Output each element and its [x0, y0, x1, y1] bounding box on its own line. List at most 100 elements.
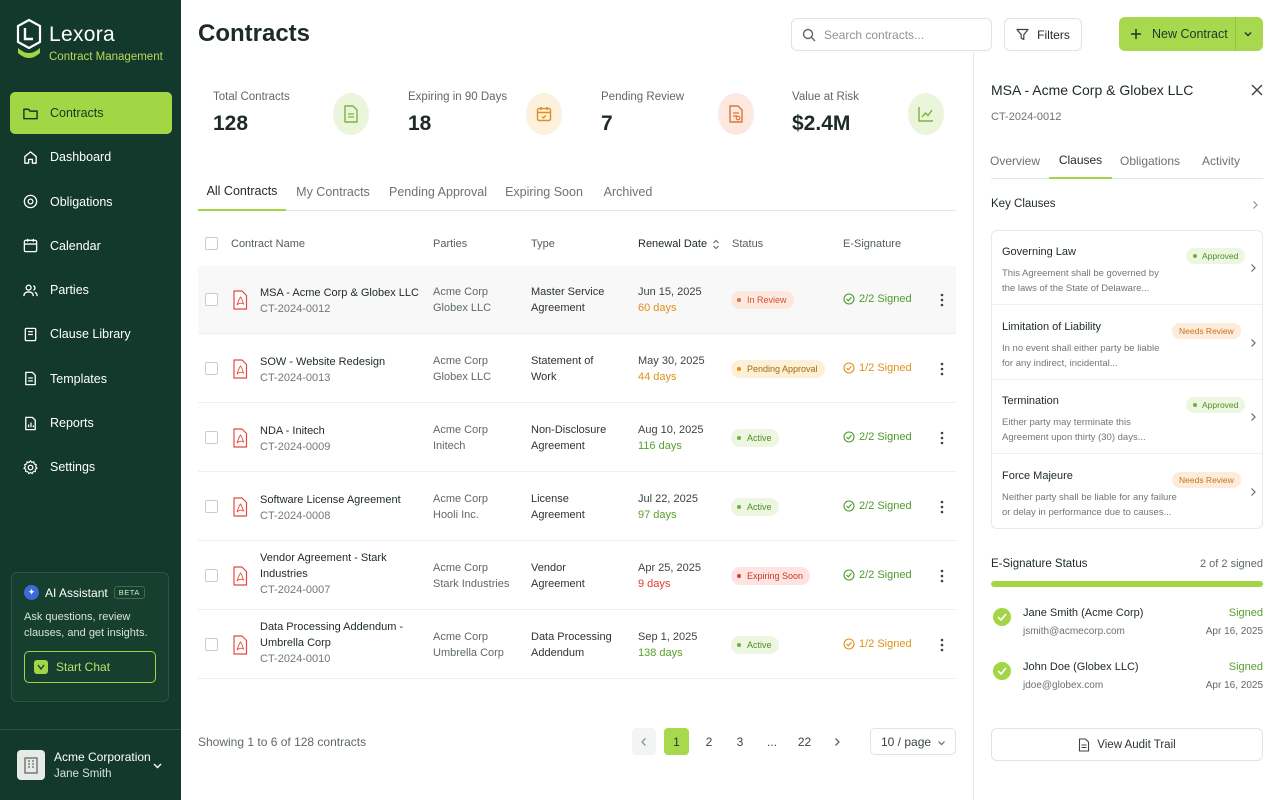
row-checkbox[interactable] — [205, 500, 218, 513]
plus-icon — [1131, 29, 1141, 39]
contract-name-cell[interactable]: Software License Agreement CT-2024-0008 — [260, 492, 401, 524]
status-label: Active — [747, 433, 772, 443]
more-options-icon[interactable] — [940, 500, 944, 514]
target-icon — [23, 194, 38, 209]
row-checkbox[interactable] — [205, 569, 218, 582]
per-page-select[interactable]: 10 / page — [870, 728, 956, 755]
clause-excerpt-line: In no event shall either party be liable — [1002, 342, 1160, 354]
more-options-icon[interactable] — [940, 293, 944, 307]
contract-name-cell[interactable]: Vendor Agreement - Stark Industries CT-2… — [260, 550, 387, 598]
sidebar-item-contracts[interactable]: Contracts — [10, 92, 172, 134]
tab-archived[interactable]: Archived — [603, 185, 653, 199]
check-circle-icon — [843, 362, 855, 374]
column-header[interactable]: E-Signature — [843, 238, 902, 250]
sidebar-item-clause-library[interactable]: Clause Library — [10, 313, 172, 355]
clause-excerpt: In no event shall either party be liable… — [1002, 341, 1182, 371]
more-options-icon[interactable] — [940, 362, 944, 376]
next-page-button[interactable] — [825, 728, 849, 755]
clause-item[interactable]: Limitation of Liability In no event shal… — [992, 306, 1262, 380]
column-header[interactable]: Contract Name — [231, 238, 305, 250]
clause-item[interactable]: Termination Either party may terminate t… — [992, 380, 1262, 454]
tab-activity[interactable]: Activity — [1201, 153, 1240, 168]
filters-button[interactable]: Filters — [1004, 18, 1082, 51]
prev-page-button[interactable] — [632, 728, 656, 755]
contract-name-line2: Umbrella Corp — [260, 637, 331, 649]
contract-name-cell[interactable]: SOW - Website Redesign CT-2024-0013 — [260, 354, 385, 386]
type-line: Master Service — [531, 286, 605, 298]
row-checkbox[interactable] — [205, 362, 218, 375]
renewal-date: Aug 10, 2025 — [638, 424, 704, 436]
search-input[interactable] — [824, 27, 974, 42]
key-clauses-header[interactable]: Key Clauses — [991, 198, 1263, 210]
sidebar-item-parties[interactable]: Parties — [10, 269, 172, 311]
table-row[interactable]: Software License Agreement CT-2024-0008 … — [198, 473, 956, 541]
start-chat-button[interactable]: Start Chat — [24, 651, 156, 683]
tab-obligations[interactable]: Obligations — [1119, 153, 1181, 168]
row-checkbox[interactable] — [205, 431, 218, 444]
tab-all-contracts[interactable]: All Contracts — [198, 173, 286, 211]
esignature-cell: 2/2 Signed — [843, 431, 912, 443]
row-checkbox[interactable] — [205, 638, 218, 651]
table-row[interactable]: Data Processing Addendum - Umbrella Corp… — [198, 611, 956, 679]
status-badge: Active — [731, 498, 779, 516]
sidebar-item-dashboard[interactable]: Dashboard — [10, 136, 172, 178]
status-badge: Expiring Soon — [731, 567, 811, 585]
search-box[interactable] — [791, 18, 992, 51]
chat-icon — [34, 660, 48, 674]
account-switcher[interactable]: Acme Corporation Jane Smith — [0, 729, 181, 800]
new-contract-button[interactable]: New Contract — [1119, 17, 1263, 51]
sidebar-item-reports[interactable]: Reports — [10, 402, 172, 444]
sidebar-item-obligations[interactable]: Obligations — [10, 181, 172, 223]
column-header[interactable]: Parties — [433, 238, 468, 250]
chevron-down-icon[interactable] — [1243, 29, 1253, 39]
status-badge: Active — [731, 636, 779, 654]
clause-item[interactable]: Force Majeure Neither party shall be lia… — [992, 455, 1262, 529]
sidebar-item-label: Calendar — [50, 238, 101, 253]
view-audit-trail-button[interactable]: View Audit Trail — [991, 728, 1263, 761]
column-header[interactable]: Type — [531, 238, 555, 250]
clause-item[interactable]: Governing Law This Agreement shall be go… — [992, 231, 1262, 305]
trend-up-icon — [908, 93, 944, 135]
contract-name-cell[interactable]: Data Processing Addendum - Umbrella Corp… — [260, 619, 403, 667]
close-icon[interactable] — [1250, 83, 1264, 97]
chart-icon — [25, 416, 36, 430]
type-cell: Master Service Agreement — [531, 284, 604, 316]
type-line: Agreement — [531, 440, 585, 452]
chevron-right-icon — [1251, 487, 1256, 496]
check-circle-icon — [993, 662, 1011, 680]
more-options-icon[interactable] — [940, 569, 944, 583]
status-dot — [737, 298, 741, 302]
column-header-sortable[interactable]: Renewal Date — [638, 238, 720, 250]
tab-overview[interactable]: Overview — [990, 153, 1041, 168]
sidebar-item-calendar[interactable]: Calendar — [10, 225, 172, 267]
row-checkbox[interactable] — [205, 293, 218, 306]
tab-my-contracts[interactable]: My Contracts — [296, 185, 370, 199]
table-row[interactable]: MSA - Acme Corp & Globex LLC CT-2024-001… — [198, 266, 956, 334]
renewal-date-cell: Jul 22, 2025 97 days — [638, 491, 698, 523]
table-row[interactable]: SOW - Website Redesign CT-2024-0013 Acme… — [198, 335, 956, 403]
clause-excerpt-line: Either party may terminate this — [1002, 417, 1131, 428]
select-all-checkbox[interactable] — [205, 237, 218, 250]
more-options-icon[interactable] — [940, 431, 944, 445]
page-button[interactable]: 2 — [705, 734, 713, 749]
renewal-date: Jun 15, 2025 — [638, 286, 702, 298]
sidebar-item-templates[interactable]: Templates — [10, 358, 172, 400]
page-button[interactable]: 3 — [736, 734, 744, 749]
check-circle-icon — [843, 431, 855, 443]
table-row[interactable]: NDA - Initech CT-2024-0009 Acme Corp Ini… — [198, 404, 956, 472]
table-row[interactable]: Vendor Agreement - Stark Industries CT-2… — [198, 542, 956, 610]
more-options-icon[interactable] — [940, 638, 944, 652]
tab-clauses[interactable]: Clauses — [1049, 142, 1112, 179]
tab-pending-approval[interactable]: Pending Approval — [389, 185, 487, 199]
sidebar-item-settings[interactable]: Settings — [10, 446, 172, 488]
sort-icon — [713, 239, 719, 249]
folder-icon — [23, 108, 38, 119]
sidebar-item-label: Parties — [50, 283, 89, 298]
page-button[interactable]: 1 — [664, 728, 689, 755]
contract-name-cell[interactable]: NDA - Initech CT-2024-0009 — [260, 423, 330, 455]
contract-name-cell[interactable]: MSA - Acme Corp & Globex LLC CT-2024-001… — [260, 285, 419, 317]
tab-expiring-soon[interactable]: Expiring Soon — [505, 185, 583, 199]
column-header[interactable]: Status — [732, 238, 764, 250]
page-button[interactable]: 22 — [797, 734, 812, 749]
organization-avatar — [17, 750, 45, 780]
